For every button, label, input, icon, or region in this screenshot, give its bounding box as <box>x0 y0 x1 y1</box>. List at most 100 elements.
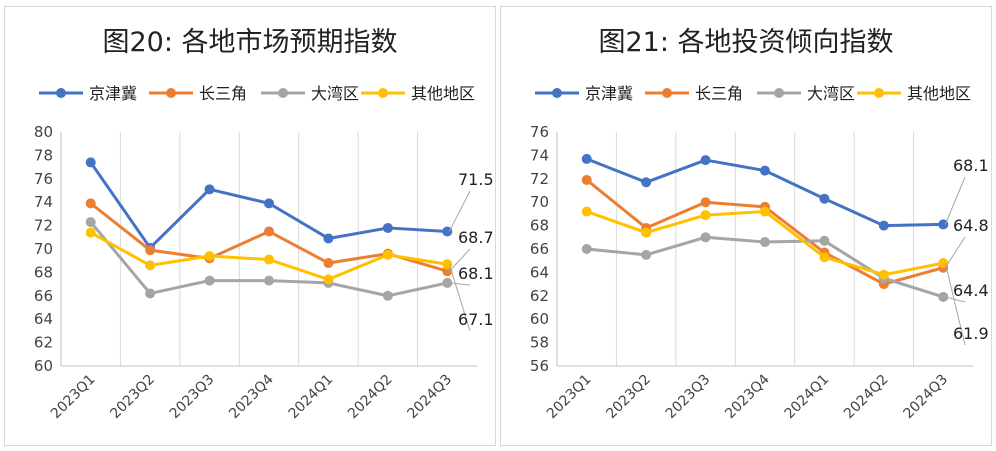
data-point <box>204 275 215 286</box>
data-point <box>581 153 592 164</box>
data-point <box>760 206 770 217</box>
data-point <box>700 232 711 243</box>
legend-item: 长三角 <box>645 84 743 103</box>
legend: 京津冀 长三角 大湾区 其他地区 <box>39 84 475 103</box>
data-point <box>323 274 334 285</box>
series-1 <box>581 153 949 231</box>
data-point <box>145 245 156 256</box>
data-point <box>85 227 96 238</box>
legend-label: 大湾区 <box>807 84 855 103</box>
data-point <box>264 254 274 265</box>
leader-line <box>944 262 966 346</box>
data-point <box>760 165 770 176</box>
y-tick-label: 74 <box>34 193 53 211</box>
y-tick-label: 78 <box>34 146 53 164</box>
legend-label: 其他地区 <box>411 84 475 103</box>
y-tick-label: 64 <box>530 263 549 281</box>
leader-line <box>945 296 966 303</box>
y-tick-label: 76 <box>530 123 549 141</box>
data-point <box>878 220 889 231</box>
data-point <box>204 251 215 262</box>
leader-line <box>448 264 471 332</box>
y-tick-label: 64 <box>34 310 53 328</box>
legend-marker <box>662 88 672 98</box>
legend-label: 京津冀 <box>89 84 137 103</box>
data-point <box>382 249 393 260</box>
legend-item: 其他地区 <box>857 84 971 103</box>
x-tick-label: 2024Q3 <box>901 372 952 423</box>
legend-marker <box>552 88 562 98</box>
data-point <box>204 184 215 195</box>
y-tick-label: 56 <box>530 357 549 375</box>
x-tick-label: 2023Q4 <box>722 371 773 422</box>
y-tick-label: 70 <box>34 240 53 258</box>
x-tick-label: 2023Q2 <box>603 372 654 423</box>
y-tick-label: 76 <box>34 170 53 188</box>
y-tick-label: 60 <box>530 310 549 328</box>
leader-line <box>944 236 966 268</box>
legend-label: 长三角 <box>695 84 743 103</box>
x-tick-label: 2023Q2 <box>107 372 158 423</box>
legend: 京津冀 长三角 大湾区 其他地区 <box>535 84 971 103</box>
leader-line <box>944 176 966 225</box>
x-tick-label: 2023Q1 <box>48 372 99 423</box>
x-tick-label: 2024Q2 <box>345 372 396 423</box>
legend-marker <box>278 88 288 98</box>
gridlines <box>119 132 419 366</box>
data-point <box>442 266 453 277</box>
legend-item: 大湾区 <box>757 84 855 103</box>
series-4 <box>85 227 453 285</box>
data-point <box>264 198 274 209</box>
y-tick-label: 62 <box>530 287 549 305</box>
data-point <box>581 206 592 217</box>
y-tick-label: 80 <box>34 123 53 141</box>
legend-item: 其他地区 <box>361 84 475 103</box>
data-point <box>264 226 274 237</box>
legend-marker <box>378 88 388 98</box>
x-tick-label: 2023Q3 <box>663 372 714 423</box>
legend-label: 其他地区 <box>907 84 971 103</box>
data-point <box>323 233 334 244</box>
data-point <box>145 288 156 299</box>
legend-marker <box>874 88 884 98</box>
y-tick-label: 72 <box>34 217 53 235</box>
data-point <box>581 244 592 254</box>
data-point <box>760 236 770 247</box>
series-2 <box>85 198 453 277</box>
data-point <box>641 249 652 260</box>
data-label: 68.1 <box>953 156 989 175</box>
legend-label: 长三角 <box>199 84 247 103</box>
data-label: 68.1 <box>458 264 494 283</box>
chart-title: 图20: 各地市场预期指数 <box>102 27 397 58</box>
data-point <box>819 235 830 246</box>
y-tick-label: 68 <box>530 217 549 235</box>
data-label: 64.4 <box>953 281 989 300</box>
data-point <box>382 290 393 301</box>
data-point <box>382 222 393 233</box>
data-point <box>442 277 453 288</box>
data-point <box>442 226 453 237</box>
data-point <box>819 252 830 263</box>
x-tick-label: 2024Q1 <box>782 372 833 423</box>
data-point <box>85 157 96 168</box>
legend-label: 京津冀 <box>585 84 633 103</box>
leader-line <box>448 248 471 272</box>
legend-item: 京津冀 <box>39 84 137 103</box>
x-tick-label: 2023Q3 <box>167 372 218 423</box>
chart-title: 图21: 各地投资倾向指数 <box>598 27 893 58</box>
data-point <box>264 275 274 286</box>
legend-marker <box>56 88 66 98</box>
data-point <box>145 260 156 271</box>
legend-item: 大湾区 <box>261 84 359 103</box>
data-point <box>641 177 652 188</box>
data-label: 64.8 <box>953 216 989 235</box>
x-tick-label: 2023Q1 <box>544 372 595 423</box>
data-point <box>85 198 96 209</box>
legend-item: 长三角 <box>149 84 247 103</box>
data-point <box>938 291 949 302</box>
data-point <box>641 227 652 238</box>
data-point <box>85 217 96 228</box>
